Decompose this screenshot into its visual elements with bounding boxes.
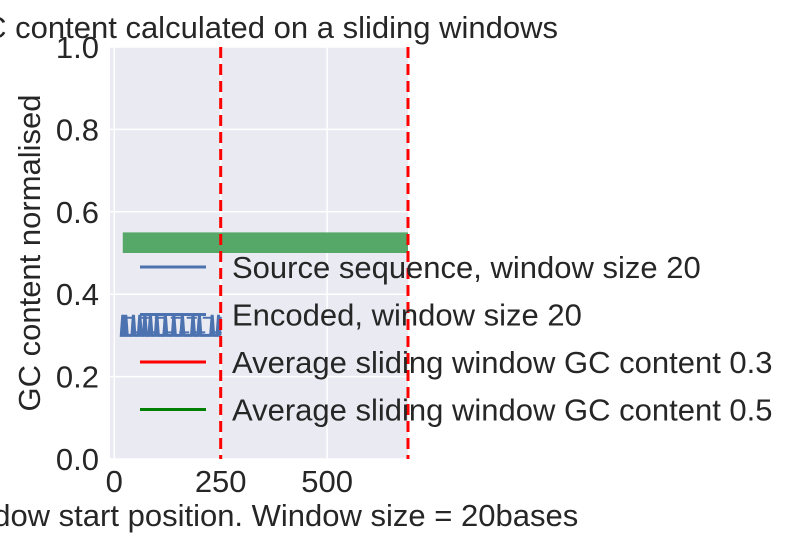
legend-label-3: Average sliding window GC content 0.5 [232, 393, 773, 428]
x-axis-label: Window start position. Window size = 20b… [0, 498, 578, 533]
x-tick-label-1: 250 [195, 464, 247, 499]
y-tick-label-3: 0.6 [56, 195, 99, 230]
legend-label-1: Encoded, window size 20 [232, 298, 582, 333]
series-group [119, 232, 409, 337]
y-tick-label-2: 0.4 [56, 277, 99, 312]
x-tick-label-0: 0 [106, 464, 123, 499]
legend: Source sequence, window size 20 Encoded, … [140, 250, 773, 428]
legend-label-0: Source sequence, window size 20 [232, 250, 701, 285]
y-axis-ticks: 0.0 0.2 0.4 0.6 0.8 1.0 [56, 30, 99, 477]
chart-title: GC content calculated on a sliding windo… [0, 10, 558, 45]
reference-lines [219, 47, 410, 459]
legend-label-2: Average sliding window GC content 0.3 [232, 345, 773, 380]
y-tick-label-1: 0.2 [56, 360, 99, 395]
y-tick-label-4: 0.8 [56, 112, 99, 147]
x-tick-label-2: 500 [301, 464, 353, 499]
y-tick-label-0: 0.0 [56, 442, 99, 477]
y-tick-label-5: 1.0 [56, 30, 99, 65]
y-axis-label: GC content normalised [12, 94, 47, 411]
x-axis-ticks: 0 250 500 [106, 464, 353, 499]
series-encoded-band [122, 232, 409, 253]
